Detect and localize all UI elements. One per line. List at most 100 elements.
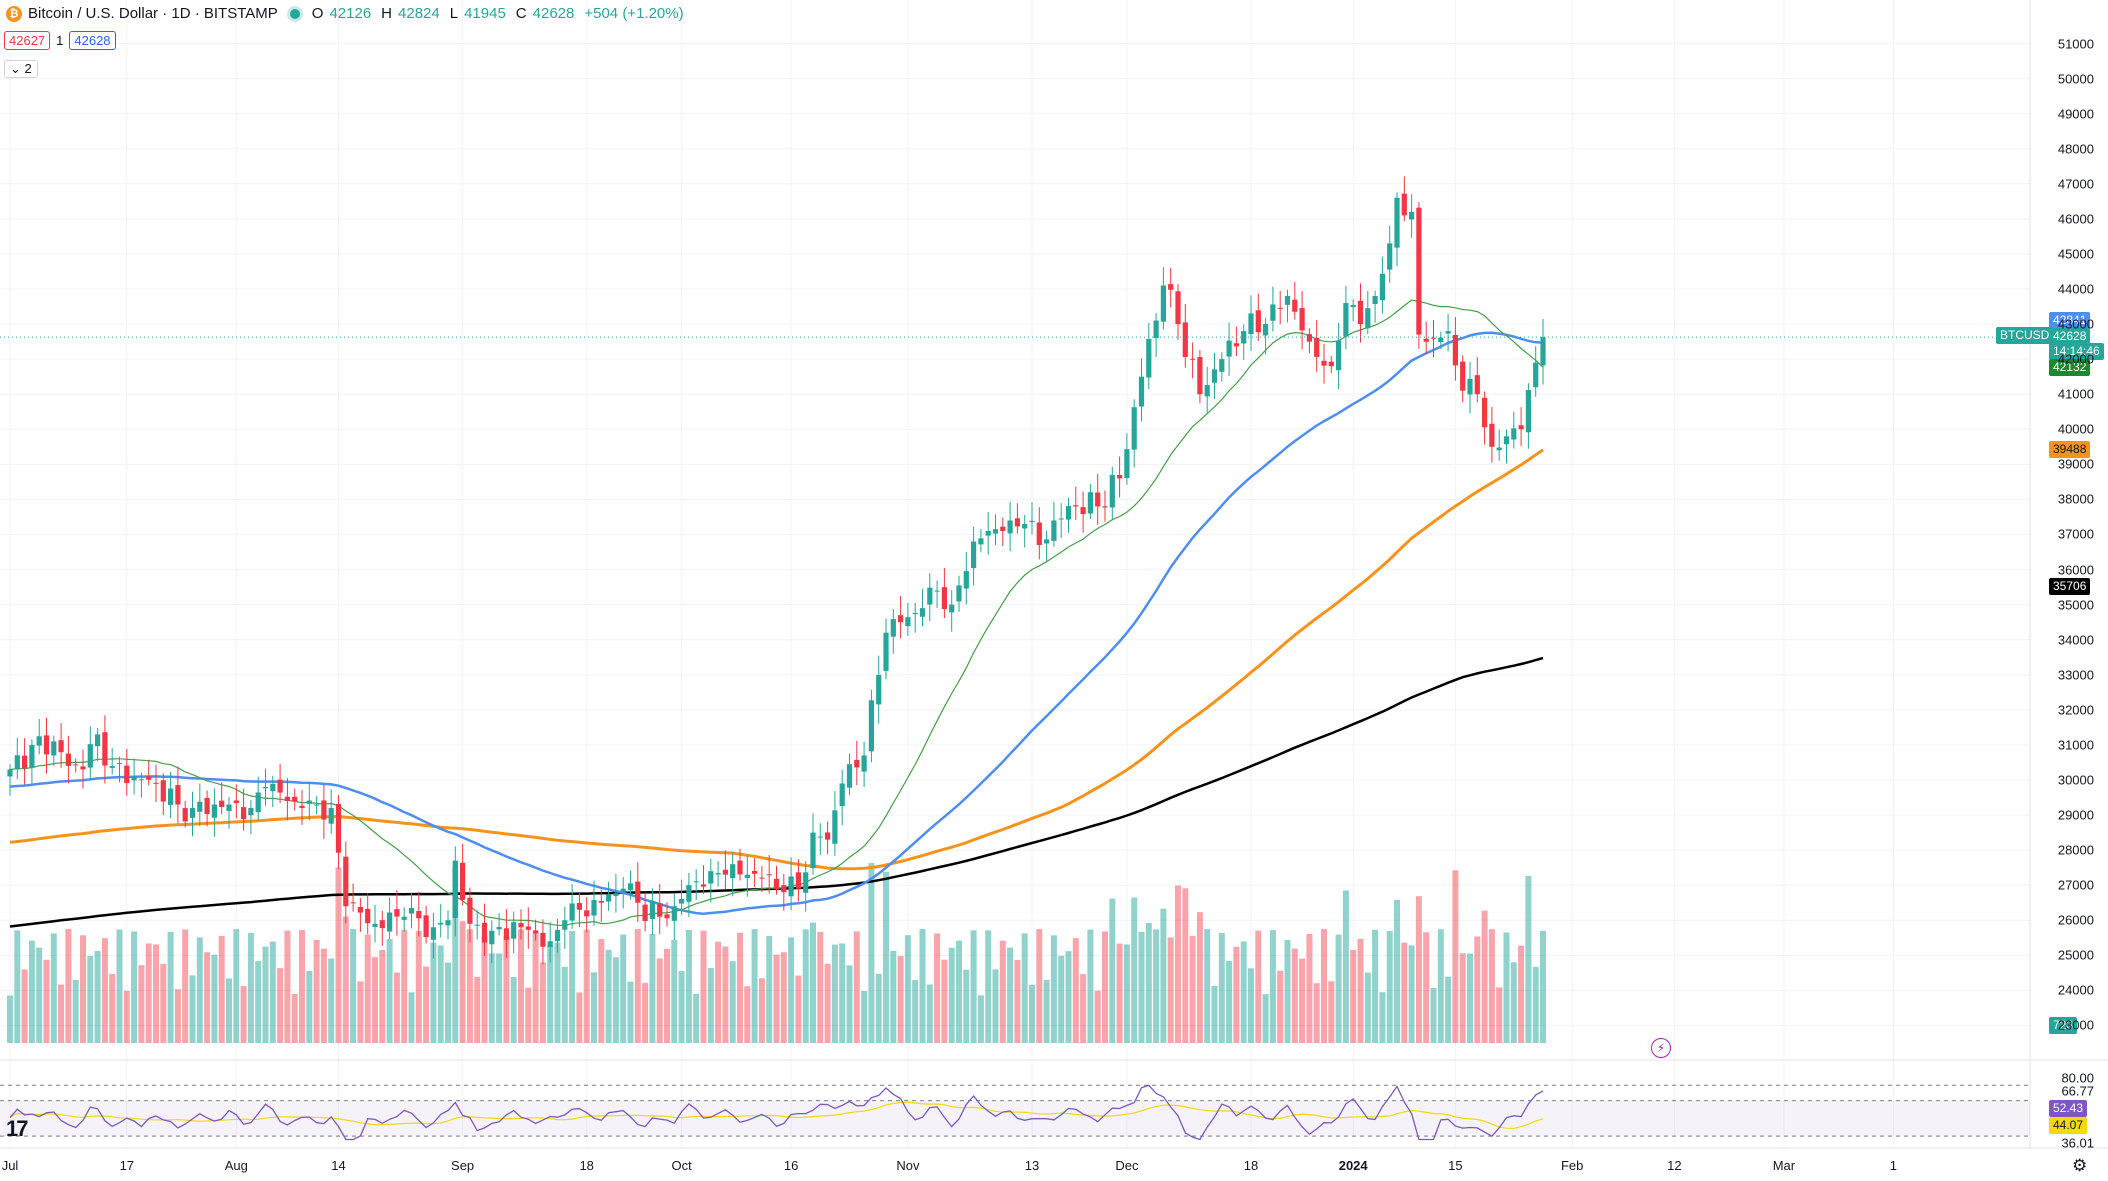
volume-bar	[620, 934, 627, 1043]
time-tick-label: Nov	[896, 1158, 920, 1173]
candle-body	[168, 788, 174, 805]
candle-body	[1511, 428, 1517, 440]
price-tick-label: 28000	[2057, 842, 2094, 858]
candle-body	[708, 871, 714, 884]
price-tick-label: 41000	[2057, 386, 2094, 402]
volume-bar	[488, 953, 495, 1043]
volume-bar	[1510, 962, 1517, 1043]
tradingview-logo-icon[interactable]: 17	[6, 1116, 29, 1141]
candle-body	[452, 860, 458, 918]
candle-body	[1036, 522, 1042, 546]
candle-body	[518, 923, 524, 928]
high-label: H	[381, 5, 393, 22]
volume-bar	[1058, 955, 1065, 1043]
volume-bar	[1306, 933, 1313, 1043]
price-tick-label: 48000	[2057, 141, 2094, 157]
candle-body	[766, 874, 772, 876]
symbol-header[interactable]: ₿ Bitcoin / U.S. Dollar · 1D · BITSTAMP …	[6, 5, 688, 22]
gear-icon[interactable]: ⚙	[2072, 1156, 2088, 1175]
candle-body	[912, 613, 918, 615]
volume-bar	[1160, 908, 1167, 1043]
candle-body	[971, 541, 977, 569]
candle-body	[1263, 324, 1269, 336]
candle-body	[241, 807, 247, 820]
close-label: C	[515, 5, 527, 22]
volume-bar	[591, 972, 597, 1043]
sma-100-line	[9, 448, 1544, 871]
candle-body	[730, 864, 736, 879]
volume-bar	[72, 979, 79, 1043]
time-tick-label: Aug	[224, 1158, 248, 1173]
symbol-title[interactable]: Bitcoin / U.S. Dollar · 1D · BITSTAMP	[28, 5, 278, 22]
candle-body	[416, 911, 422, 919]
volume-bar	[94, 951, 101, 1043]
volume-bar	[401, 929, 408, 1043]
candle-body	[109, 765, 115, 768]
candle-body	[350, 902, 356, 904]
candle-body	[1401, 193, 1407, 216]
volume-bar	[335, 867, 342, 1043]
candle-body	[803, 872, 809, 893]
candle-body	[51, 741, 57, 756]
candle-body	[876, 674, 882, 705]
lightning-icon[interactable]: ⚡	[1651, 1038, 1671, 1058]
volume-bar	[1043, 979, 1050, 1043]
volume-bar	[883, 871, 889, 1043]
volume-bar	[897, 956, 904, 1043]
volume-bar	[247, 932, 254, 1043]
candle-body	[1336, 340, 1342, 371]
candle-body	[832, 810, 838, 844]
volume-bar	[868, 863, 875, 1043]
price-tick-label: 27000	[2057, 877, 2094, 893]
volume-bar	[861, 990, 868, 1043]
price-tick-label: 23000	[2057, 1017, 2094, 1033]
volume-bar	[737, 932, 743, 1043]
volume-bar	[1167, 937, 1174, 1043]
volume-bar	[1087, 929, 1094, 1043]
volume-bar	[65, 929, 72, 1043]
candle-body	[554, 929, 561, 942]
candle-body	[328, 808, 334, 824]
volume-bar	[810, 922, 816, 1043]
candle-body	[80, 766, 86, 770]
volume-bar	[1123, 944, 1130, 1043]
volume-bar	[1138, 931, 1145, 1043]
candle-body	[1503, 436, 1510, 445]
volume-bar	[357, 981, 364, 1043]
volume-bar	[875, 973, 882, 1043]
volume-bar	[831, 944, 838, 1043]
candle-body	[226, 804, 232, 811]
volume-bar	[1313, 983, 1320, 1043]
candle-body	[211, 804, 217, 818]
candle-body	[1518, 425, 1524, 430]
indicators-toggle[interactable]: ⌄ 2	[4, 60, 38, 78]
candle-body	[978, 538, 984, 545]
candle-body	[430, 927, 436, 940]
candle-body	[29, 744, 35, 768]
candle-body	[613, 893, 619, 896]
candle-body	[825, 832, 831, 840]
volume-bar	[342, 916, 349, 1043]
volume-bar	[313, 939, 320, 1043]
candle-body	[160, 780, 166, 802]
candle-body	[1452, 334, 1458, 366]
candle-body	[1029, 520, 1035, 523]
candle-body	[1138, 376, 1145, 407]
volume-bar	[1481, 910, 1488, 1043]
volume-bar	[525, 987, 532, 1043]
volume-bar	[14, 930, 21, 1043]
spread-value: 1	[56, 33, 64, 48]
rsi-line	[9, 1084, 1544, 1141]
high-value: 42824	[398, 5, 440, 22]
price-tick-label: 39000	[2057, 456, 2094, 472]
candle-body	[481, 922, 488, 943]
candle-body	[525, 926, 531, 930]
candle-body	[197, 801, 203, 812]
sell-button[interactable]: 42627	[4, 31, 51, 50]
candle-body	[547, 941, 553, 947]
candle-body	[1197, 357, 1203, 395]
volume-bar	[1080, 974, 1087, 1043]
candle-body	[1124, 449, 1130, 479]
buy-button[interactable]: 42628	[69, 31, 116, 50]
